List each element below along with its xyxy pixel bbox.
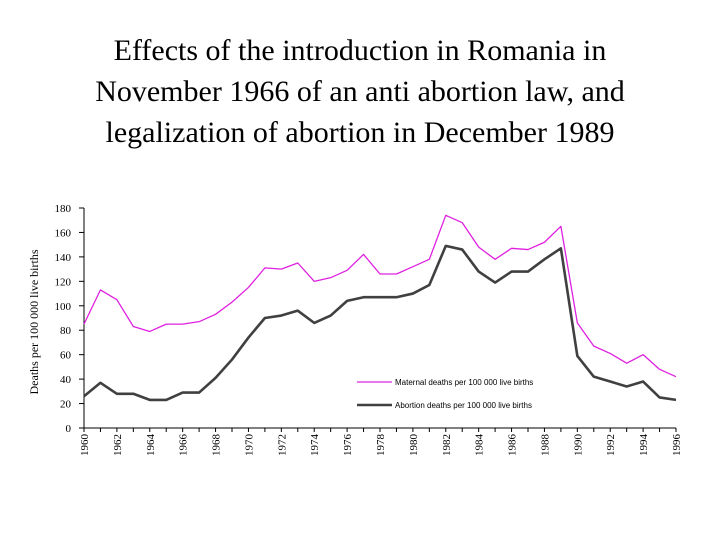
- x-tick-label: 1994: [638, 434, 650, 457]
- x-tick-label: 1978: [375, 434, 387, 457]
- title-line-1: Effects of the introduction in Romania i…: [113, 34, 607, 67]
- y-axis-ticks: 0 20 40 60 80 100 120 140 160 180: [55, 203, 84, 435]
- y-tick-label: 60: [60, 350, 72, 362]
- x-tick-label: 1974: [309, 434, 321, 457]
- legend-label-abortion: Abortion deaths per 100 000 live births: [395, 401, 532, 410]
- y-tick-label: 120: [55, 276, 72, 288]
- y-axis-label: Deaths per 100 000 live births: [27, 249, 41, 394]
- x-tick-label: 1962: [112, 434, 124, 456]
- y-tick-label: 0: [66, 423, 72, 435]
- maternal-deaths-line: [83, 214, 677, 378]
- x-axis-ticks: 1960 1962 1964 1966 1968 1970 1972 1974 1976 1978…: [79, 428, 683, 456]
- chart-axes: [83, 208, 676, 429]
- x-tick-label: 1960: [79, 434, 91, 457]
- y-tick-label: 80: [60, 325, 72, 337]
- x-tick-label: 1984: [474, 434, 486, 457]
- x-tick-label: 1964: [145, 434, 157, 457]
- y-tick-label: 180: [55, 203, 72, 215]
- legend-label-maternal: Maternal deaths per 100 000 live births: [395, 378, 533, 387]
- x-tick-label: 1996: [671, 434, 683, 457]
- x-tick-label: 1972: [276, 434, 288, 456]
- y-tick-label: 160: [55, 227, 72, 239]
- abortion-deaths-line: [83, 244, 677, 402]
- y-tick-label: 100: [55, 301, 72, 313]
- title-line-3: legalization of abortion in December 198…: [105, 116, 615, 149]
- y-tick-label: 20: [60, 399, 72, 411]
- x-tick-label: 1966: [178, 434, 190, 457]
- x-tick-label: 1992: [605, 434, 617, 456]
- y-tick-label: 140: [55, 252, 72, 264]
- chart-title: Effects of the introduction in Romania i…: [0, 30, 720, 153]
- x-tick-label: 1990: [572, 434, 584, 457]
- x-tick-label: 1970: [243, 434, 255, 457]
- y-tick-label: 40: [60, 374, 72, 386]
- x-tick-label: 1980: [408, 434, 420, 457]
- chart-series: [83, 214, 677, 402]
- x-tick-label: 1988: [539, 434, 551, 457]
- chart-legend: Maternal deaths per 100 000 live births A…: [357, 378, 533, 410]
- x-tick-label: 1968: [211, 434, 223, 457]
- x-tick-label: 1976: [342, 434, 354, 457]
- x-tick-label: 1986: [507, 434, 519, 457]
- title-line-2: November 1966 of an anti abortion law, a…: [95, 75, 625, 108]
- x-tick-label: 1982: [441, 434, 453, 456]
